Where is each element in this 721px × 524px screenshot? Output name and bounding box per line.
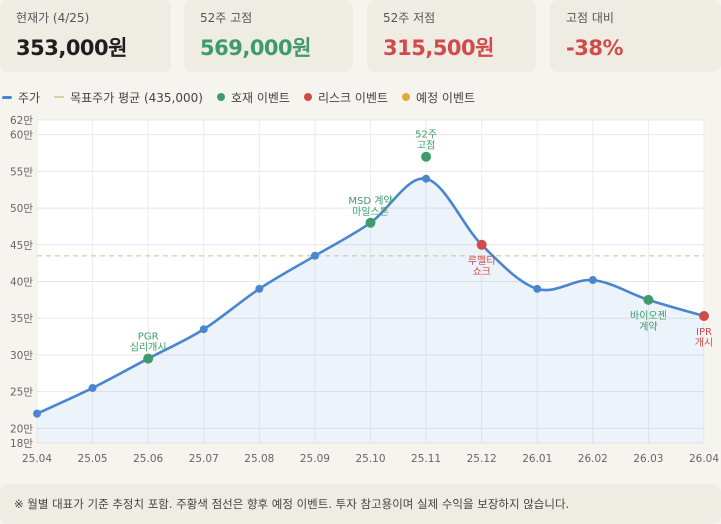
price-point [255, 284, 264, 293]
y-tick-label: 55만 [10, 166, 33, 178]
price-point [33, 409, 41, 418]
event-label: 루멜티 [468, 255, 496, 267]
from-high-card: 고점 대비 -38% [550, 0, 721, 72]
x-tick-label: 25.11 [411, 453, 441, 465]
event-label: 개시 [695, 337, 713, 349]
card-label: 현재가 (4/25) [16, 11, 90, 25]
x-tick-label: 25.08 [244, 453, 274, 465]
high-52w-card: 52주 고점 569,000원 [184, 0, 353, 72]
low-52w-card: 52주 저점 315,500원 [367, 0, 536, 72]
event-label: 쇼크 [472, 266, 490, 278]
legend-dash-swatch [54, 96, 65, 98]
legend-item-scheduled[interactable]: 예정 이벤트 [402, 89, 475, 106]
event-marker [421, 151, 432, 162]
legend-label: 목표주가 평균 (435,000) [70, 90, 203, 105]
x-tick-label: 25.10 [355, 453, 385, 465]
event-marker [143, 353, 154, 364]
x-tick-label: 25.12 [467, 453, 497, 465]
card-label: 52주 저점 [383, 11, 436, 25]
legend-label: 리스크 이벤트 [317, 90, 389, 105]
event-label: PGR [138, 332, 159, 343]
event-label: MSD 계약 [348, 195, 392, 207]
chart-legend: 주가 목표주가 평균 (435,000) 호재 이벤트 리스크 이벤트 예정 이… [2, 88, 489, 106]
y-tick-label: 35만 [10, 313, 33, 325]
x-tick-label: 25.06 [133, 453, 163, 465]
card-value: 569,000원 [200, 36, 311, 60]
x-tick-label: 25.09 [300, 453, 330, 465]
legend-item-target[interactable]: 목표주가 평균 (435,000) [54, 89, 203, 106]
price-point [422, 174, 431, 183]
legend-dot-swatch [402, 93, 411, 101]
x-tick-label: 26.01 [522, 453, 552, 465]
legend-label: 주가 [18, 90, 41, 105]
event-label: 52주 [415, 130, 437, 141]
x-tick-label: 26.04 [689, 453, 719, 465]
price-point [310, 251, 319, 260]
price-chart: 18만 20만 25만 30만 35만 40만 45만 50만 55만 60만 62만 25.04 25… [10, 115, 719, 465]
event-marker [643, 294, 654, 305]
y-tick-label: 50만 [10, 203, 33, 215]
card-value: -38% [566, 36, 623, 60]
y-tick-label: 45만 [10, 240, 33, 252]
event-label: IPR [696, 327, 712, 338]
legend-label: 예정 이벤트 [416, 90, 476, 105]
current-price-card: 현재가 (4/25) 353,000원 [0, 0, 171, 72]
card-label: 고점 대비 [566, 11, 614, 25]
price-point [199, 325, 208, 334]
legend-dot-swatch [216, 93, 225, 101]
disclaimer-note: ※ 월별 대표가 기준 추정치 포함. 주황색 점선은 향후 예정 이벤트. 투… [0, 484, 721, 524]
x-tick-label: 26.02 [578, 453, 608, 465]
legend-item-price[interactable]: 주가 [2, 89, 40, 106]
price-point [588, 276, 597, 285]
price-point [88, 383, 97, 392]
legend-item-risk[interactable]: 리스크 이벤트 [303, 89, 389, 106]
x-tick-label: 25.05 [78, 453, 108, 465]
event-label: 고점 [417, 140, 435, 152]
event-marker [476, 239, 487, 250]
x-tick-label: 25.07 [189, 453, 219, 465]
card-label: 52주 고점 [200, 11, 253, 25]
y-tick-label: 40만 [10, 277, 33, 289]
legend-line-swatch [2, 95, 12, 99]
y-tick-label: 30만 [10, 350, 33, 362]
legend-label: 호재 이벤트 [230, 90, 290, 105]
card-value: 353,000원 [16, 36, 127, 60]
x-tick-label: 25.04 [22, 453, 52, 465]
y-tick-label: 20만 [10, 423, 33, 435]
card-value: 315,500원 [383, 36, 494, 60]
event-marker [699, 311, 709, 322]
event-label: 바이오젠 [630, 310, 667, 322]
price-point [533, 284, 542, 293]
x-tick-label: 26.03 [633, 453, 663, 465]
legend-item-positive[interactable]: 호재 이벤트 [216, 89, 290, 106]
summary-cards: 현재가 (4/25) 353,000원 52주 고점 569,000원 52주 … [0, 0, 721, 74]
y-tick-label: 62만 [10, 115, 33, 127]
event-marker [365, 217, 376, 228]
event-label: 계약 [639, 321, 657, 333]
y-tick-label: 60만 [10, 130, 33, 142]
price-area [37, 178, 704, 443]
y-tick-label: 18만 [10, 438, 33, 450]
event-label: 심리개시 [130, 342, 167, 354]
event-label: 마일스톤 [352, 206, 389, 218]
y-tick-label: 25만 [10, 387, 33, 399]
legend-dot-swatch [303, 93, 312, 101]
